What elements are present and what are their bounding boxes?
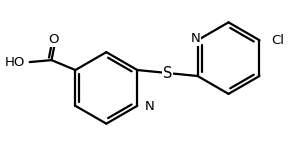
Text: N: N bbox=[191, 32, 201, 45]
Text: Cl: Cl bbox=[271, 34, 284, 47]
Text: HO: HO bbox=[4, 56, 25, 69]
Text: N: N bbox=[144, 100, 154, 113]
Text: O: O bbox=[48, 33, 59, 46]
Text: S: S bbox=[163, 66, 172, 81]
